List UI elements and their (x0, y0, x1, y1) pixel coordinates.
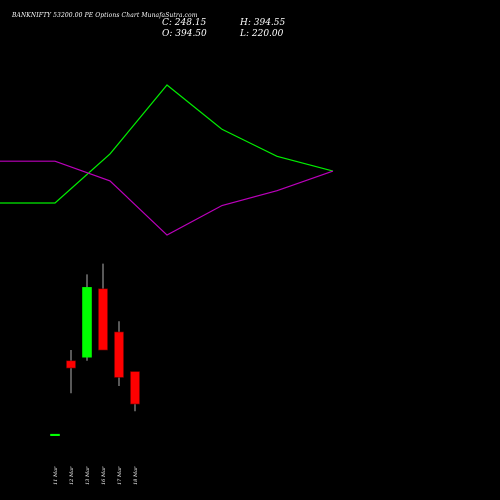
chart-title: BANKNIFTY 53200.00 PE Options Chart Muna… (12, 12, 198, 19)
x-tick-label: 11 Mar (53, 466, 59, 485)
candle-body (82, 287, 92, 358)
x-tick-label: 18 Mar (133, 466, 139, 485)
ohlc-open: O: 394.50 (162, 29, 207, 39)
candle-body (114, 331, 124, 378)
ohlc-close: C: 248.15 (162, 18, 207, 28)
candle-body (50, 433, 60, 437)
x-tick-label: 13 Mar (85, 466, 91, 485)
line-series-1 (0, 84, 334, 204)
ohlc-high: H: 394.55 (240, 18, 286, 28)
candle-body (98, 288, 108, 351)
x-tick-label: 17 Mar (117, 466, 123, 485)
line-series-2 (0, 160, 334, 236)
x-tick-label: 16 Mar (101, 466, 107, 485)
candle-body (130, 371, 140, 405)
candle-body (66, 360, 76, 369)
ohlc-low: L: 220.00 (240, 29, 284, 39)
x-tick-label: 12 Mar (69, 466, 75, 485)
